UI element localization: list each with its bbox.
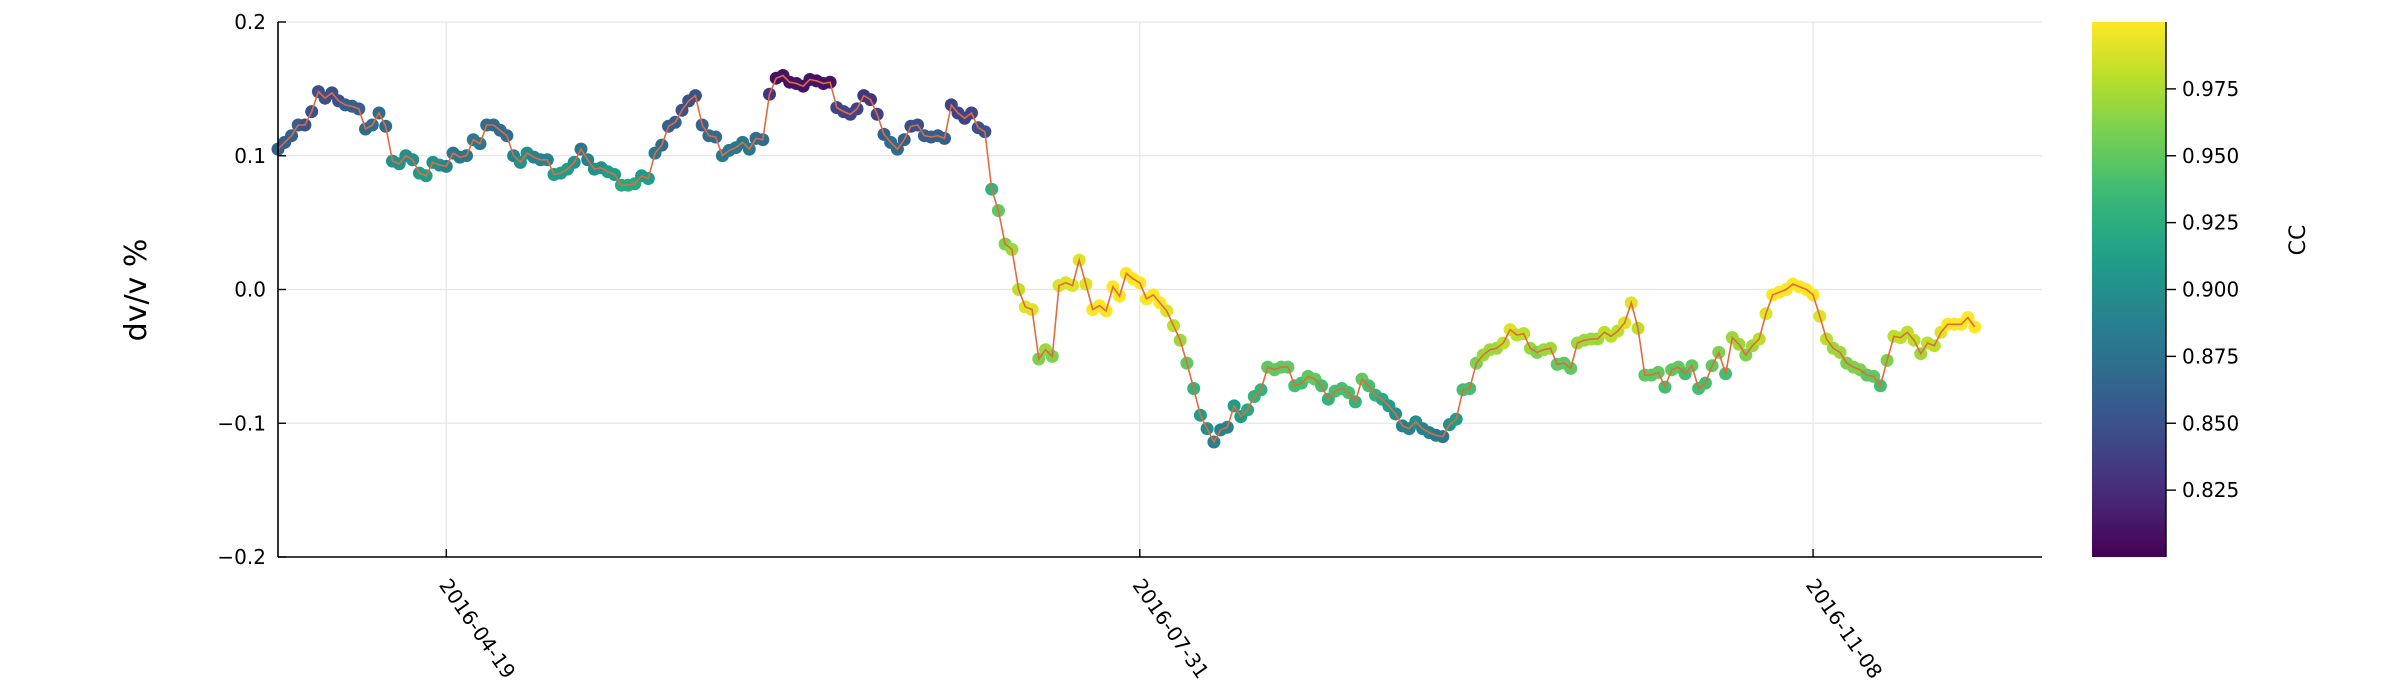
dvv-points (271, 69, 1982, 449)
x-tick-label: 2016-11-08 (1801, 574, 1887, 683)
y-tick-label: 0.0 (234, 278, 266, 302)
colorbar-tick-label: 0.925 (2182, 211, 2239, 235)
x-tick-label: 2016-04-19 (434, 574, 520, 683)
colorbar-tick-label: 0.850 (2182, 411, 2239, 435)
colorbar-tick-label: 0.900 (2182, 278, 2239, 302)
colorbar-ticks: 0.825 0.850 0.875 0.900 0.925 0.950 0.975 (2165, 22, 2239, 557)
y-tick-label: −0.2 (217, 545, 266, 569)
colorbar-tick-label: 0.825 (2182, 478, 2239, 502)
y-ticks: −0.2 −0.1 0.0 0.1 0.2 (217, 10, 286, 569)
y-tick-label: 0.2 (234, 10, 266, 34)
colorbar (2092, 22, 2166, 557)
y-axis-label: dv/v % (119, 239, 154, 342)
dvv-series-line (277, 74, 1976, 444)
x-ticks: 2016-04-19 2016-07-31 2016-11-08 (434, 549, 1887, 683)
colorbar-label: CC (2286, 225, 2311, 256)
colorbar-tick-label: 0.875 (2182, 344, 2239, 368)
colorbar-tick-label: 0.950 (2182, 144, 2239, 168)
x-tick-label: 2016-07-31 (1128, 574, 1214, 683)
y-tick-label: −0.1 (217, 411, 266, 435)
y-tick-label: 0.1 (234, 144, 266, 168)
colorbar-tick-label: 0.975 (2182, 77, 2239, 101)
